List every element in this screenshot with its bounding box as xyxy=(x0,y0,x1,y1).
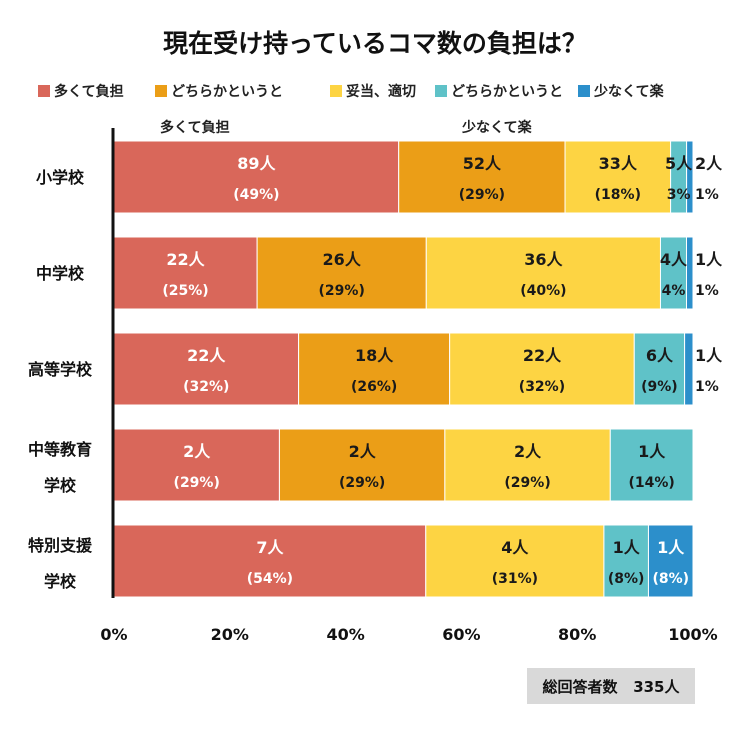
bar-count-label: 33人 xyxy=(599,154,638,173)
bar-count-label: 18人 xyxy=(355,346,394,365)
bar-percent-label: (29%) xyxy=(459,187,505,203)
bar-segment xyxy=(113,332,300,406)
bar-segment xyxy=(425,236,661,310)
bar-segment xyxy=(684,332,694,406)
bar-percent-label: (29%) xyxy=(504,475,550,491)
legend-swatch xyxy=(578,85,590,97)
bar-count-label: 22人 xyxy=(523,346,562,365)
bar-segment xyxy=(425,524,605,598)
bar-count-label: 36人 xyxy=(524,250,563,269)
bar-segment xyxy=(647,524,694,598)
total-respondents-value: 335人 xyxy=(633,677,680,696)
bar-percent-label: (32%) xyxy=(519,379,565,395)
bar-segment xyxy=(603,524,649,598)
x-tick-label: 0% xyxy=(100,625,127,644)
bar-percent-label: 1% xyxy=(695,283,719,299)
x-tick-label: 100% xyxy=(668,625,717,644)
bar-percent-label: (29%) xyxy=(174,475,220,491)
bar-segment xyxy=(113,140,400,214)
bar-count-label: 89人 xyxy=(237,154,276,173)
bar-segment xyxy=(686,140,694,214)
category-label: 中等教育 xyxy=(28,440,92,459)
bar-segment xyxy=(633,332,686,406)
bar-percent-label: (29%) xyxy=(339,475,385,491)
x-tick-label: 60% xyxy=(442,625,480,644)
bar-count-label: 6人 xyxy=(646,346,674,365)
legend-swatch xyxy=(330,85,342,97)
bar-percent-label: (25%) xyxy=(162,283,208,299)
bar-count-label: 4人 xyxy=(501,538,529,557)
category-label: 学校 xyxy=(44,476,77,495)
legend-label: 妥当、適切 xyxy=(346,83,416,100)
bar-count-label: 22人 xyxy=(166,250,205,269)
bar-percent-label: 4% xyxy=(662,283,686,299)
bar-segment xyxy=(113,236,258,310)
category-label: 学校 xyxy=(44,572,77,591)
bar-percent-label: (54%) xyxy=(247,571,293,587)
axis-caption-right: 少なくて楽 xyxy=(461,119,533,136)
bar-count-label: 2人 xyxy=(695,154,723,173)
legend-swatch xyxy=(155,85,167,97)
category-label: 小学校 xyxy=(36,168,85,187)
bar-count-label: 7人 xyxy=(256,538,284,557)
bar-count-label: 1人 xyxy=(695,250,723,269)
bar-segment xyxy=(685,236,694,310)
category-label: 特別支援 xyxy=(28,536,93,555)
bar-count-label: 1人 xyxy=(695,346,723,365)
bar-segment xyxy=(609,428,694,502)
bar-segment xyxy=(659,236,687,310)
bar-percent-label: 3% xyxy=(667,187,691,203)
bar-percent-label: 1% xyxy=(695,379,719,395)
legend-label: どちらかというと xyxy=(451,84,563,100)
bar-count-label: 22人 xyxy=(187,346,226,365)
bar-segment xyxy=(298,332,451,406)
total-respondents-box: 総回答者数 335人 xyxy=(527,668,695,704)
bar-count-label: 52人 xyxy=(463,154,502,173)
total-respondents-label: 総回答者数 xyxy=(542,677,618,696)
bar-count-label: 1人 xyxy=(613,538,641,557)
bar-segment xyxy=(113,524,427,598)
bar-percent-label: (26%) xyxy=(351,379,397,395)
x-tick-label: 80% xyxy=(558,625,596,644)
bar-percent-label: (49%) xyxy=(233,187,279,203)
bar-count-label: 1人 xyxy=(638,442,666,461)
legend-label: 多くて負担 xyxy=(54,83,124,100)
category-label: 高等学校 xyxy=(28,360,93,379)
bar-percent-label: (31%) xyxy=(492,571,538,587)
bar-percent-label: (40%) xyxy=(520,283,566,299)
bar-segment xyxy=(113,428,280,502)
legend-swatch xyxy=(38,85,50,97)
category-label: 中学校 xyxy=(36,264,85,283)
bar-percent-label: 1% xyxy=(695,187,719,203)
bar-count-label: 2人 xyxy=(514,442,542,461)
bar-percent-label: (14%) xyxy=(628,475,674,491)
bar-count-label: 2人 xyxy=(183,442,211,461)
bar-percent-label: (18%) xyxy=(595,187,641,203)
chart-title: 現在受け持っているコマ数の負担は？ xyxy=(163,29,587,58)
x-tick-label: 20% xyxy=(211,625,249,644)
legend-label: 少なくて楽 xyxy=(593,83,665,100)
axis-caption-left: 多くて負担 xyxy=(160,119,230,136)
x-tick-label: 40% xyxy=(326,625,364,644)
bar-count-label: 2人 xyxy=(349,442,377,461)
bar-segment xyxy=(444,428,611,502)
bar-segment xyxy=(449,332,635,406)
bar-percent-label: (32%) xyxy=(183,379,229,395)
bar-count-label: 5人 xyxy=(665,154,693,173)
bar-percent-label: (8%) xyxy=(652,571,689,587)
bar-percent-label: (29%) xyxy=(319,283,365,299)
bar-count-label: 1人 xyxy=(657,538,685,557)
bar-percent-label: (9%) xyxy=(641,379,678,395)
bar-segment xyxy=(398,140,566,214)
legend-label: どちらかというと xyxy=(171,84,283,100)
bar-segment xyxy=(564,140,672,214)
bar-count-label: 26人 xyxy=(323,250,362,269)
bar-segment xyxy=(256,236,427,310)
bar-count-label: 4人 xyxy=(660,250,688,269)
legend-swatch xyxy=(435,85,447,97)
bar-percent-label: (8%) xyxy=(608,571,645,587)
